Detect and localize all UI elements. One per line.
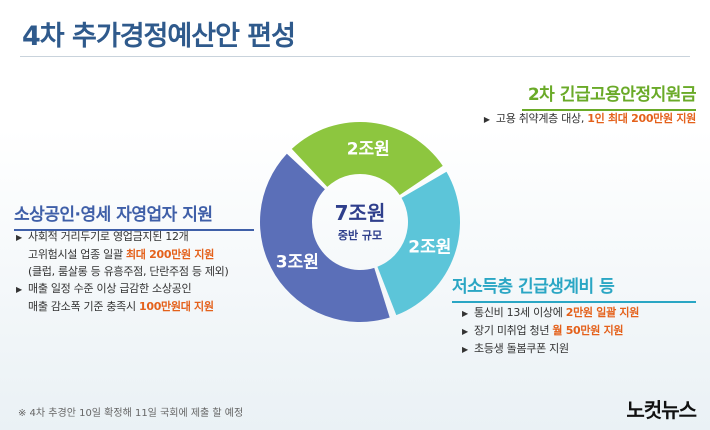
donut-slice [291, 121, 443, 196]
list-item: ▶ 초등생 돌봄쿠폰 지원 [462, 340, 639, 358]
triangle-bullet-icon: ▶ [462, 327, 468, 336]
bullet-text: (클럽, 룸살롱 등 유흥주점, 단란주점 등 제외) [28, 265, 229, 278]
donut-slice [377, 171, 460, 316]
bullet-text: 통신비 13세 이상에 [474, 306, 566, 319]
list-item: ▶ 고용 취약계층 대상, 1인 최대 200만원 지원 [484, 110, 696, 128]
bullet-highlight: 100만원대 지원 [139, 300, 214, 313]
bullet-text: 매출 감소폭 기준 충족시 [28, 300, 139, 313]
bullet-highlight: 1인 최대 200만원 지원 [587, 112, 696, 125]
triangle-bullet-icon: ▶ [16, 233, 22, 242]
triangle-bullet-icon: ▶ [462, 345, 468, 354]
donut-slice [260, 153, 390, 322]
list-item: 매출 감소폭 기준 충족시 100만원대 지원 [16, 298, 229, 315]
bullet-highlight: 2만원 일괄 지원 [565, 306, 640, 319]
bullet-text: 초등생 돌봄쿠폰 지원 [474, 342, 569, 355]
bullet-highlight: 최대 200만원 지원 [125, 248, 215, 261]
triangle-bullet-icon: ▶ [462, 309, 468, 318]
section-title-low-income: 저소득층 긴급생계비 등 [452, 272, 696, 303]
list-item: ▶ 통신비 13세 이상에 2만원 일괄 지원 [462, 304, 639, 322]
bullet-text: 매출 일정 수준 이상 급감한 소상공인 [28, 282, 192, 295]
slice-label: 2조원 [347, 139, 390, 159]
section-title-small-business: 소상공인·영세 자영업자 지원 [14, 200, 254, 231]
bullet-text: 고위험시설 업종 일괄 [28, 248, 126, 261]
list-item: (클럽, 룸살롱 등 유흥주점, 단란주점 등 제외) [16, 263, 229, 280]
list-item: 고위험시설 업종 일괄 최대 200만원 지원 [16, 246, 229, 263]
bullet-highlight: 월 50만원 지원 [552, 324, 624, 337]
page-title: 4차 추가경정예산안 편성 [22, 21, 296, 52]
triangle-bullet-icon: ▶ [483, 115, 490, 124]
list-item: ▶ 매출 일정 수준 이상 급감한 소상공인 [16, 280, 229, 298]
title-divider [20, 56, 690, 57]
footnote: ※ 4차 추경안 10일 확정해 11일 국회에 제출 할 예정 [18, 408, 244, 419]
nocutnews-logo: 노컷뉴스 [626, 398, 697, 422]
bullet-text: 고용 취약계층 대상, [495, 112, 588, 125]
center-total-label: 7조원 [335, 201, 386, 225]
low-income-bullets: ▶ 통신비 13세 이상에 2만원 일괄 지원 ▶ 장기 미취업 청년 월 50만원 … [462, 304, 639, 358]
bullet-text: 장기 미취업 청년 [474, 324, 553, 337]
list-item: ▶ 장기 미취업 청년 월 50만원 지원 [462, 322, 639, 340]
slice-label: 2조원 [408, 237, 451, 257]
employment-bullets: ▶ 고용 취약계층 대상, 1인 최대 200만원 지원 [484, 110, 696, 128]
section-title-employment: 2차 긴급고용안정지원금 [521, 80, 697, 111]
slice-label: 3조원 [276, 252, 319, 272]
center-sub-label: 중반 규모 [338, 228, 382, 242]
triangle-bullet-icon: ▶ [16, 285, 22, 294]
bullet-text: 사회적 거리두기로 영업금지된 12개 [28, 230, 189, 243]
list-item: ▶ 사회적 거리두기로 영업금지된 12개 [16, 228, 229, 246]
